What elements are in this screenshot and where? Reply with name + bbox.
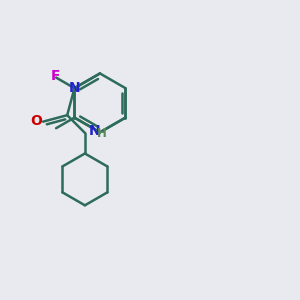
Text: N: N — [69, 81, 80, 95]
Text: N: N — [88, 124, 100, 137]
Text: F: F — [51, 69, 60, 83]
Text: O: O — [31, 114, 43, 128]
Text: H: H — [97, 127, 106, 140]
